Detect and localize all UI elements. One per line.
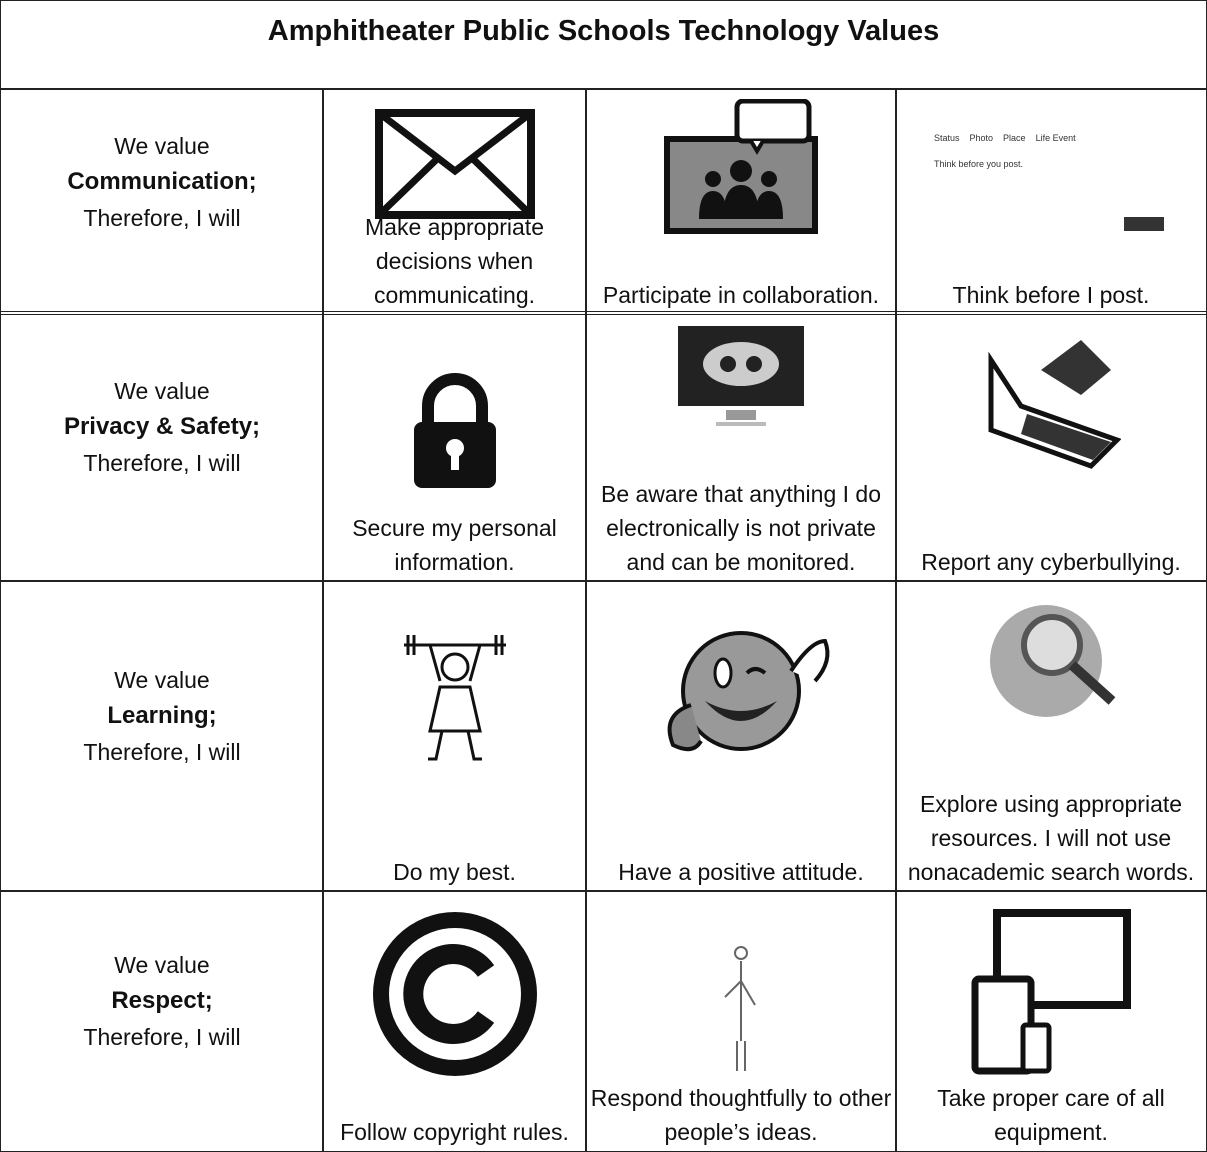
value-intro: We value <box>114 132 210 159</box>
value-intro: We value <box>114 667 210 693</box>
action-text: Report any cyberbullying. <box>921 549 1181 575</box>
action-text: Have a positive attitude. <box>618 859 864 885</box>
title: Amphitheater Public Schools Technology V… <box>0 0 1207 90</box>
post-tabs: Status Photo Place Life Event <box>934 133 1174 143</box>
action-text: Take proper care of all equipment. <box>937 1085 1165 1145</box>
value-therefore: Therefore, I will <box>83 204 241 231</box>
icon-graphic <box>667 631 830 752</box>
value-name: Privacy & Safety; <box>63 412 261 440</box>
icon-graphic <box>413 373 496 488</box>
icon <box>400 631 510 776</box>
action-text: Be aware that anything I do electronical… <box>600 481 882 575</box>
cell: We value Learning; Therefore, I will <box>0 580 324 892</box>
cell: Take proper care of all equipment. <box>895 890 1207 1152</box>
post-button <box>1124 217 1164 231</box>
icon-graphic <box>971 909 1131 1075</box>
post-tab: Photo <box>969 133 994 143</box>
icon <box>661 98 821 244</box>
post-tab: Status <box>934 133 960 143</box>
cell: Follow copyright rules. <box>322 890 587 1152</box>
cell: Explore using appropriate resources. I w… <box>895 580 1207 892</box>
post-widget: Status Photo Place Life Event Think before y… <box>934 133 1174 231</box>
icon-graphic <box>724 946 756 1071</box>
cell: We value Communication; Therefore, I will <box>0 88 324 315</box>
icon <box>641 621 841 776</box>
value-name: Respect; <box>111 987 213 1014</box>
cell: Have a positive attitude. <box>585 580 897 892</box>
post-tab: Life Event <box>1035 133 1076 143</box>
cell: We value Respect; Therefore, I will <box>0 890 324 1152</box>
cell: Report any cyberbullying. <box>895 311 1207 582</box>
icon-graphic <box>374 109 535 219</box>
icon <box>676 324 806 439</box>
icon <box>971 907 1131 1082</box>
icon-graphic <box>678 326 804 426</box>
post-tab: Place <box>1003 133 1026 143</box>
cell: Be aware that anything I do electronical… <box>585 311 897 582</box>
icon <box>981 330 1122 475</box>
value-therefore: Therefore, I will <box>83 1024 241 1050</box>
action-text: Follow copyright rules. <box>340 1119 569 1145</box>
icon <box>374 109 535 224</box>
cell: Status Photo Place Life Event Think before y… <box>895 88 1207 315</box>
value-intro: We value <box>114 952 210 978</box>
cell: We value Privacy & Safety; Therefore, I wi… <box>0 311 324 582</box>
action-text: Respond thoughtfully to other people’s i… <box>590 1085 892 1145</box>
action-text: Do my best. <box>393 859 516 885</box>
cell: Do my best. <box>322 580 587 892</box>
action-text: Think before I post. <box>952 282 1150 308</box>
icon-graphic <box>403 635 506 761</box>
action-text: Participate in collaboration. <box>602 282 880 308</box>
value-therefore: Therefore, I will <box>83 449 241 476</box>
icon <box>711 941 771 1086</box>
cell: Secure my personal information. <box>322 311 587 582</box>
action-text: Secure my personal information. <box>352 515 557 575</box>
icon-graphic <box>990 605 1116 717</box>
value-name: Communication; <box>67 167 257 195</box>
post-prompt: Think before you post. <box>934 159 1024 169</box>
value-intro: We value <box>114 377 210 404</box>
cell: Participate in collaboration. <box>585 88 897 315</box>
icon <box>976 601 1126 726</box>
icon-graphic <box>372 912 537 1076</box>
action-text: Make appropriate decisions when communic… <box>365 214 544 308</box>
icon-graphic <box>988 340 1122 469</box>
value-name: Learning; <box>107 702 217 729</box>
action-text: Explore using appropriate resources. I w… <box>907 791 1195 885</box>
icon-graphic <box>664 98 818 234</box>
cell: Make appropriate decisions when communic… <box>322 88 587 315</box>
icon <box>410 372 500 497</box>
value-therefore: Therefore, I will <box>83 739 241 765</box>
cell: Respond thoughtfully to other people’s i… <box>585 890 897 1152</box>
icon <box>370 909 540 1084</box>
